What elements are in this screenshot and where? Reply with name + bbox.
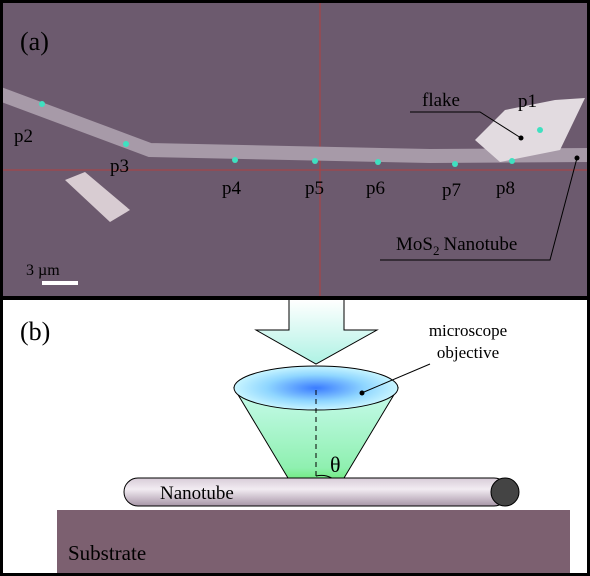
figure: (a) p1 p2 p3 p4 p5 p6 p7 p8 flake MoS2Na…: [0, 0, 590, 576]
shape: [312, 158, 318, 164]
shape: [452, 161, 458, 167]
shape: [375, 159, 381, 165]
point-label: p2: [14, 126, 33, 147]
substrate-label: Substrate: [68, 541, 146, 565]
shape: [123, 141, 129, 147]
point-label: p3: [110, 156, 129, 177]
point-label: p5: [305, 178, 324, 199]
shape: [360, 391, 365, 396]
shape: [509, 158, 515, 164]
point-label: p6: [366, 178, 385, 199]
flake-label: flake: [422, 90, 460, 111]
nanotube-end: [491, 478, 519, 506]
shape: [39, 101, 45, 107]
shape: 2: [433, 243, 440, 258]
point-label: p4: [222, 178, 242, 199]
objective-label: objective: [437, 343, 499, 362]
shape: [232, 157, 238, 163]
objective-label: microscope: [429, 321, 507, 340]
shape: Nanotube: [443, 234, 517, 255]
shape: [519, 136, 524, 141]
shape: MoS: [396, 234, 433, 255]
point-label: p8: [496, 178, 515, 199]
scale-bar-label: 3 µm: [26, 262, 60, 279]
point-label: p1: [518, 91, 537, 112]
shape: [537, 127, 543, 133]
panel-label: (a): [20, 27, 49, 56]
point-label: p7: [442, 180, 461, 201]
nanotube-label: Nanotube: [160, 483, 234, 504]
shape: [575, 156, 580, 161]
angle-label: θ: [330, 452, 341, 477]
panel-label: (b): [20, 317, 50, 346]
scale-bar: [42, 281, 78, 285]
